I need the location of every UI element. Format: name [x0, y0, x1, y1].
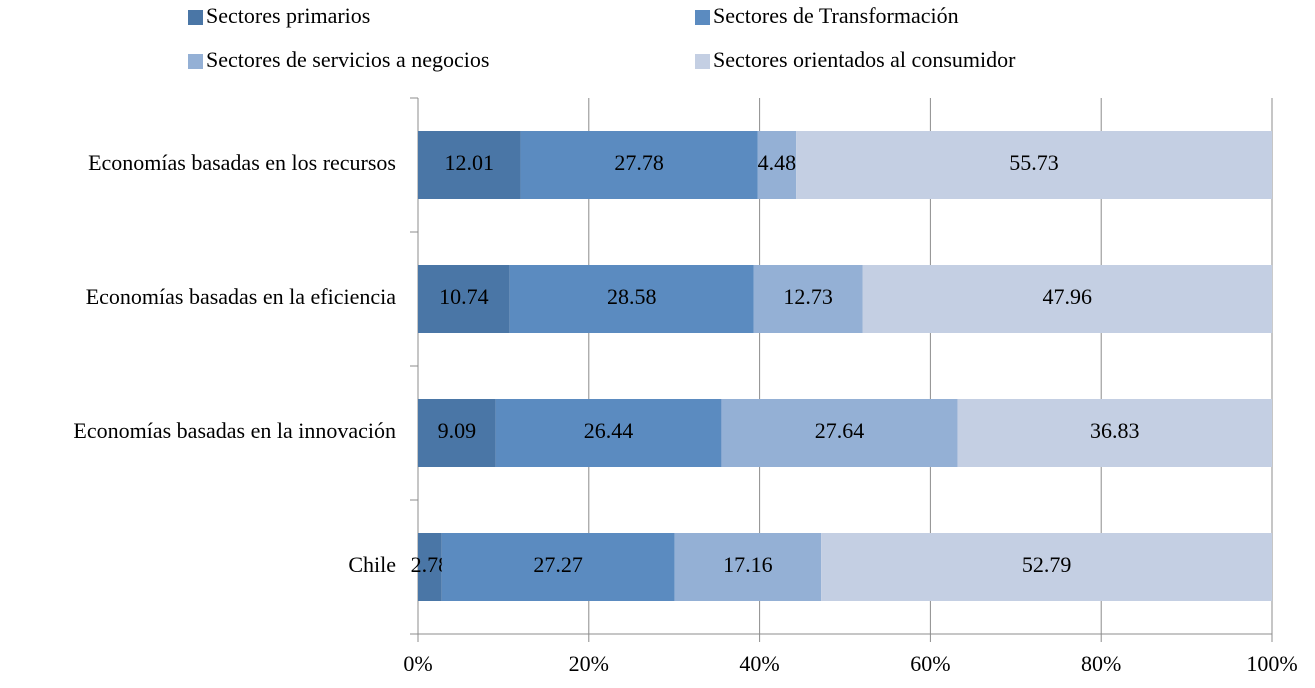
bar-segment [418, 399, 496, 467]
data-label: 26.44 [584, 418, 634, 443]
data-label: 28.58 [607, 284, 657, 309]
data-label: 36.83 [1090, 418, 1140, 443]
legend-label: Sectores primarios [206, 3, 370, 28]
legend-swatch [695, 10, 710, 25]
bar-segment [418, 533, 442, 601]
x-tick-label: 20% [569, 651, 609, 676]
legend-label: Sectores de Transformación [713, 3, 959, 28]
bar-segment [862, 265, 1273, 333]
y-tick-label: Economías basadas en la innovación [73, 418, 396, 443]
bar-segment [957, 399, 1272, 467]
bar-segment [509, 265, 754, 333]
bar-segment [757, 131, 797, 199]
y-tick-label: Economías basadas en los recursos [88, 150, 396, 175]
legend-label: Sectores orientados al consumidor [713, 47, 1016, 72]
data-label: 4.48 [758, 150, 797, 175]
data-label: 27.64 [815, 418, 865, 443]
data-label: 12.01 [445, 150, 495, 175]
bar-segment [441, 533, 675, 601]
data-label: 27.78 [614, 150, 664, 175]
x-tick-label: 100% [1246, 651, 1297, 676]
legend-swatch [695, 54, 710, 69]
bar-segment [520, 131, 758, 199]
legend-swatch [188, 54, 203, 69]
data-label: 12.73 [783, 284, 833, 309]
data-label: 47.96 [1043, 284, 1093, 309]
bar-segment [753, 265, 863, 333]
bar-segment [821, 533, 1272, 601]
x-tick-label: 60% [910, 651, 950, 676]
x-tick-label: 0% [403, 651, 432, 676]
data-label: 52.79 [1022, 552, 1072, 577]
data-label: 9.09 [438, 418, 477, 443]
y-tick-label: Chile [348, 552, 396, 577]
legend-swatch [188, 10, 203, 25]
bar-segment [674, 533, 822, 601]
bar-segment [418, 131, 521, 199]
data-label: 10.74 [439, 284, 489, 309]
bar-segment [418, 265, 510, 333]
y-tick-label: Economías basadas en la eficiencia [86, 284, 397, 309]
data-label: 27.27 [533, 552, 583, 577]
bar-segment [495, 399, 722, 467]
bar-segment [796, 131, 1272, 199]
x-tick-label: 80% [1081, 651, 1121, 676]
bar-segment [721, 399, 958, 467]
data-label: 55.73 [1009, 150, 1059, 175]
data-label: 17.16 [723, 552, 773, 577]
x-tick-label: 40% [739, 651, 779, 676]
legend-label: Sectores de servicios a negocios [206, 47, 489, 72]
